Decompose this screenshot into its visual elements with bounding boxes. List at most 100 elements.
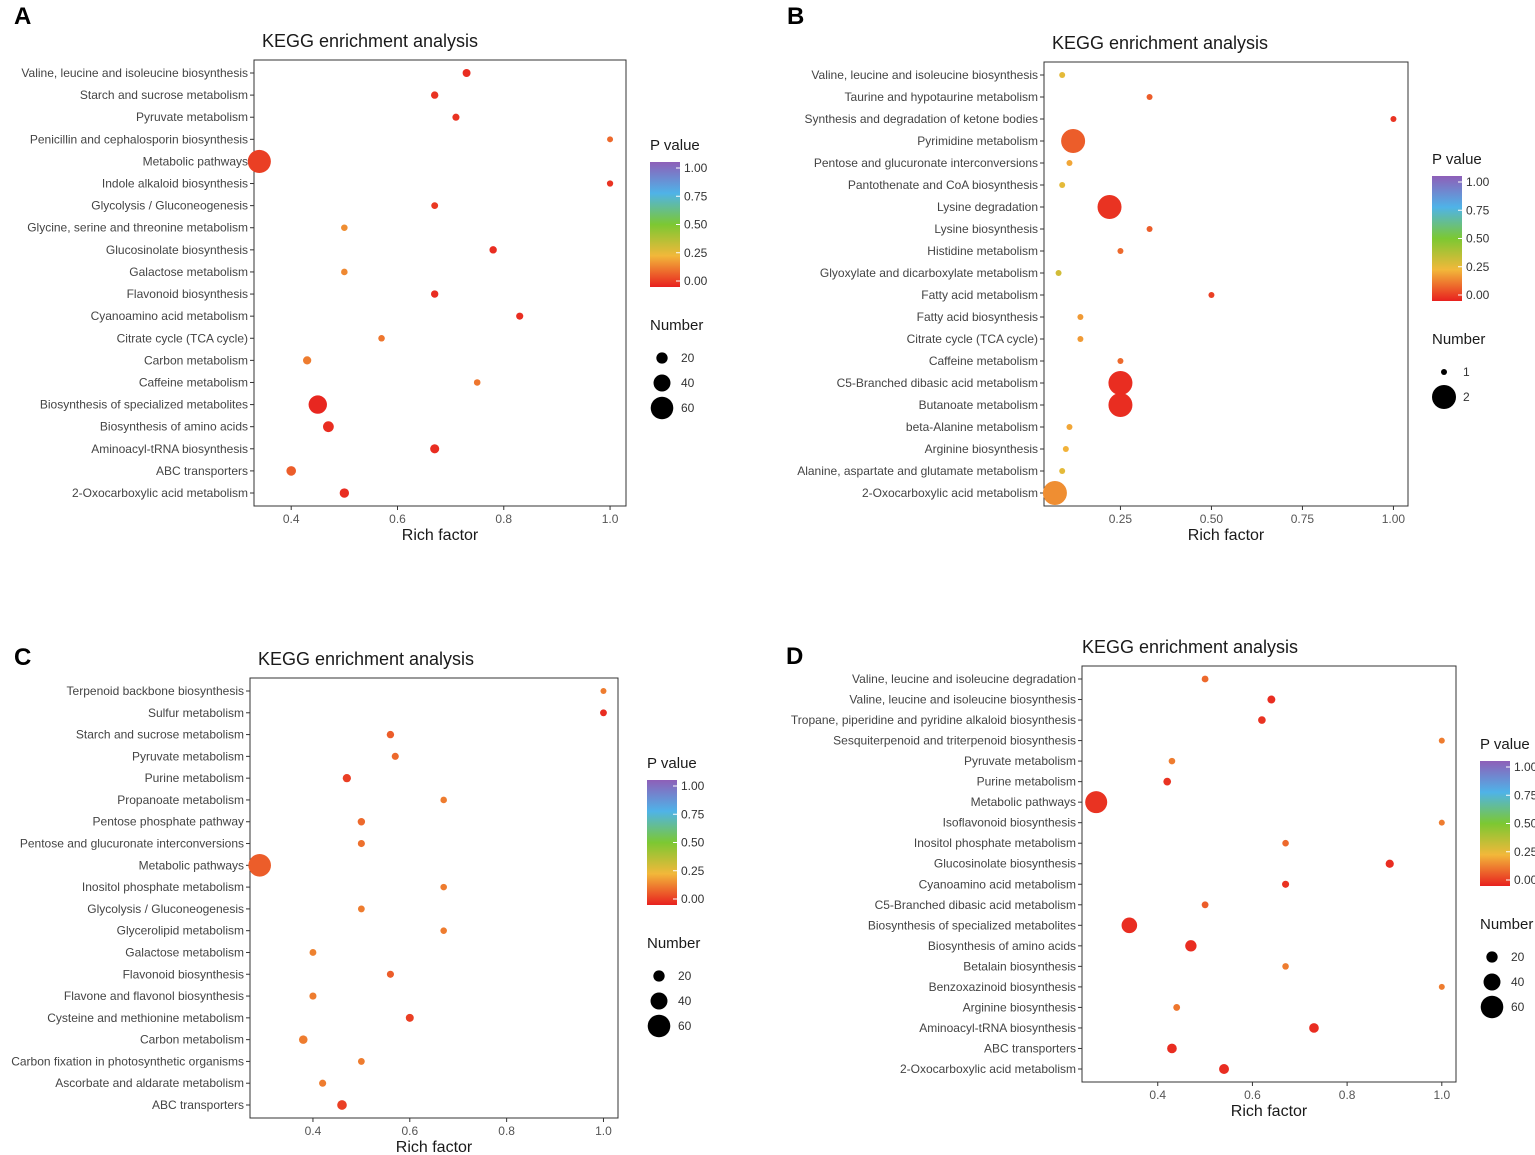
category-label: Terpenoid backbone biosynthesis xyxy=(67,684,244,698)
data-point xyxy=(342,774,351,783)
data-point xyxy=(462,69,471,77)
colorbar-label: 0.75 xyxy=(1466,203,1490,217)
data-point xyxy=(1438,983,1445,990)
data-point xyxy=(1219,1064,1229,1074)
x-axis-title: Rich factor xyxy=(1231,1103,1308,1120)
category-label: Biosynthesis of specialized metabolites xyxy=(40,398,248,412)
colorbar-label: 0.25 xyxy=(681,864,705,878)
data-point xyxy=(1042,481,1067,505)
data-point xyxy=(1108,393,1133,417)
data-point xyxy=(1055,270,1062,276)
pvalue-colorbar xyxy=(647,780,677,905)
size-legend-label: 20 xyxy=(681,351,695,365)
category-label: Biosynthesis of specialized metabolites xyxy=(868,918,1076,932)
category-label: Pentose phosphate pathway xyxy=(93,815,244,829)
category-label: Inositol phosphate metabolism xyxy=(82,880,244,894)
size-legend-dot xyxy=(1483,973,1501,991)
data-point xyxy=(1097,195,1122,219)
colorbar-label: 0.00 xyxy=(684,274,708,288)
category-label: Biosynthesis of amino acids xyxy=(100,420,248,434)
size-legend-dot xyxy=(656,352,668,364)
category-label: Valine, leucine and isoleucine degradati… xyxy=(852,672,1076,686)
category-label: Aminoacyl-tRNA biosynthesis xyxy=(919,1021,1076,1035)
panel-letter: A xyxy=(14,3,31,30)
data-point xyxy=(1146,94,1153,100)
data-point xyxy=(357,905,365,913)
category-label: Synthesis and degradation of ketone bodi… xyxy=(804,112,1038,126)
category-label: Starch and sucrose metabolism xyxy=(80,88,248,102)
category-label: Fatty acid biosynthesis xyxy=(917,310,1038,324)
data-point xyxy=(341,268,348,276)
size-legend-label: 60 xyxy=(681,401,695,415)
data-point xyxy=(1201,901,1209,909)
x-tick-label: 0.8 xyxy=(495,512,512,526)
data-point xyxy=(431,202,439,210)
panel-c: C KEGG enrichment analysis 0.4 0.6 0.8 1.0 Ric… xyxy=(11,644,704,1155)
data-point xyxy=(489,246,497,254)
data-point xyxy=(247,149,271,173)
data-point xyxy=(1077,314,1084,320)
data-point xyxy=(473,379,481,386)
category-label: Flavone and flavonol biosynthesis xyxy=(64,989,244,1003)
data-point xyxy=(1059,72,1066,78)
data-point xyxy=(606,180,614,187)
data-point xyxy=(430,444,440,454)
data-point xyxy=(1061,129,1086,153)
colorbar-label: 0.75 xyxy=(684,189,708,203)
number-legend-title: Number xyxy=(1432,331,1485,348)
category-label: Tropane, piperidine and pyridine alkaloi… xyxy=(791,713,1076,727)
category-label: Cyanoamino acid metabolism xyxy=(919,877,1076,891)
data-point xyxy=(1077,336,1084,342)
category-label: C5-Branched dibasic acid metabolism xyxy=(837,376,1038,390)
data-point xyxy=(1173,1003,1181,1011)
category-label: Pentose and glucuronate interconversions xyxy=(814,156,1038,170)
colorbar-label: 1.00 xyxy=(1466,175,1490,189)
colorbar-label: 0.00 xyxy=(681,892,705,906)
colorbar-label: 0.00 xyxy=(1514,873,1535,887)
category-label: Cysteine and methionine metabolism xyxy=(47,1011,244,1025)
category-label: Taurine and hypotaurine metabolism xyxy=(845,90,1038,104)
data-point xyxy=(1146,226,1153,232)
size-legend-label: 2 xyxy=(1463,390,1470,404)
colorbar-label: 0.50 xyxy=(684,218,708,232)
category-label: Metabolic pathways xyxy=(139,858,244,872)
category-label: Ascorbate and aldarate metabolism xyxy=(55,1076,244,1090)
category-label: Sulfur metabolism xyxy=(148,706,244,720)
pvalue-legend-title: P value xyxy=(1480,736,1530,753)
plot-area xyxy=(1043,61,1409,507)
size-legend-label: 20 xyxy=(678,969,692,983)
category-label: Valine, leucine and isoleucine biosynthe… xyxy=(811,68,1038,82)
category-label: Carbon metabolism xyxy=(140,1033,244,1047)
data-point xyxy=(1438,737,1445,744)
colorbar-label: 0.75 xyxy=(1514,788,1535,802)
data-point xyxy=(440,883,447,891)
data-point xyxy=(1117,358,1124,364)
data-point xyxy=(323,421,334,433)
category-label: 2-Oxocarboxylic acid metabolism xyxy=(72,486,248,500)
pvalue-colorbar xyxy=(1480,761,1510,886)
category-label: Glucosinolate biosynthesis xyxy=(106,243,248,257)
category-label: Butanoate metabolism xyxy=(919,398,1038,412)
category-label: Glycine, serine and threonine metabolism xyxy=(27,221,248,235)
data-point xyxy=(378,334,385,342)
data-point xyxy=(1258,716,1266,724)
data-point xyxy=(298,1035,308,1044)
data-point xyxy=(357,818,366,826)
data-point xyxy=(430,290,439,298)
data-point xyxy=(308,395,327,414)
x-tick-label: 1.0 xyxy=(595,1124,612,1138)
category-label: Starch and sucrose metabolism xyxy=(76,728,244,742)
panel-letter: D xyxy=(786,643,803,670)
pvalue-legend-title: P value xyxy=(1432,151,1482,168)
x-tick-label: 0.6 xyxy=(401,1124,418,1138)
category-label: 2-Oxocarboxylic acid metabolism xyxy=(900,1062,1076,1076)
data-point xyxy=(1309,1023,1319,1033)
x-tick-label: 0.4 xyxy=(283,512,300,526)
x-tick-label: 0.6 xyxy=(389,512,406,526)
size-legend-label: 40 xyxy=(678,994,692,1008)
category-label: Lysine biosynthesis xyxy=(934,222,1038,236)
category-label: Glycerolipid metabolism xyxy=(117,924,244,938)
data-point xyxy=(1066,424,1073,430)
category-label: ABC transporters xyxy=(156,464,248,478)
